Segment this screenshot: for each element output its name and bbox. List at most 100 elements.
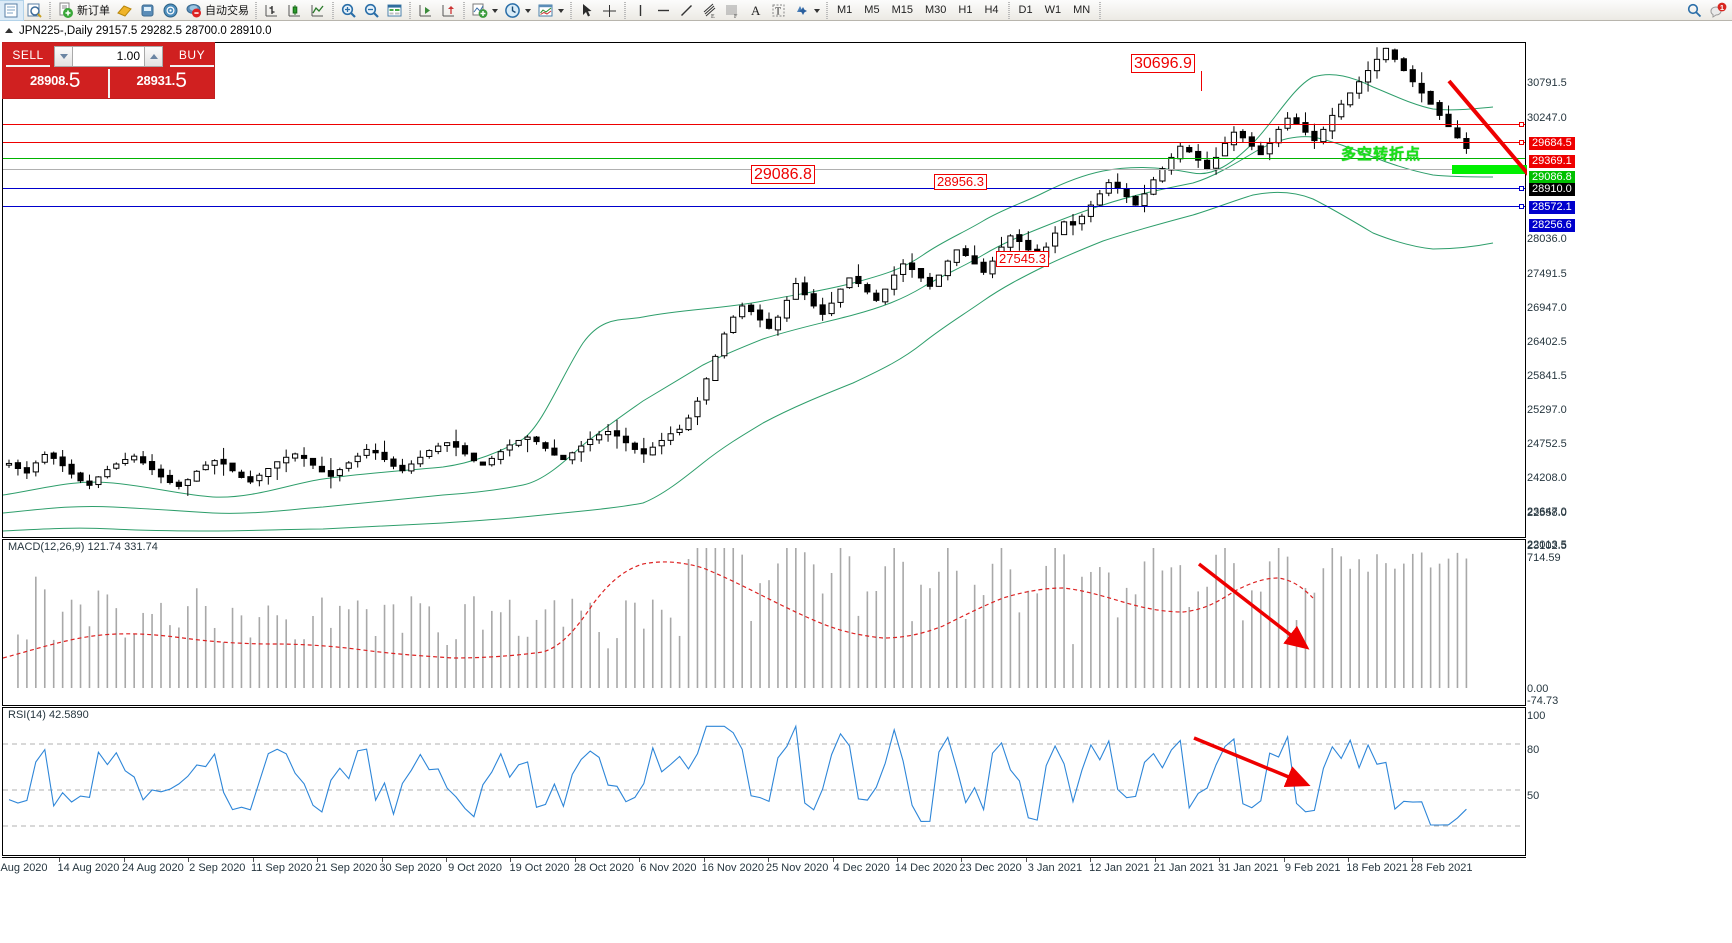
- tab-timeframe-h4[interactable]: H4: [984, 4, 999, 16]
- strategy-tester-button[interactable]: [136, 1, 159, 20]
- tab-timeframe-m1[interactable]: M1: [837, 4, 853, 16]
- templates-button[interactable]: [534, 1, 567, 20]
- price-scale[interactable]: 30791.5 30247.0 29684.5 29369.1 29086.8 …: [1527, 42, 1732, 856]
- shapes-dropdown-caret[interactable]: [813, 2, 820, 19]
- chinese-annotation-text[interactable]: 多空转折点: [1341, 146, 1422, 163]
- support-tag-1[interactable]: 28572.1: [1529, 201, 1575, 214]
- resistance-line-2-handle[interactable]: [1519, 140, 1524, 145]
- zoom-out-button[interactable]: [360, 1, 383, 20]
- periods-button[interactable]: [501, 1, 534, 20]
- templates-dropdown-caret[interactable]: [557, 2, 564, 19]
- shapes-button[interactable]: [790, 1, 823, 20]
- buy-price[interactable]: 28931 . 5: [110, 69, 215, 98]
- support-line-1[interactable]: [3, 188, 1525, 189]
- search-icon: [1686, 2, 1703, 19]
- resistance-tag-2[interactable]: 29369.1: [1529, 155, 1575, 168]
- price-tick: 30791.5: [1527, 77, 1567, 89]
- date-tick: 24 Aug 2020: [121, 862, 184, 874]
- algo-trading-button[interactable]: 自动交易: [182, 1, 252, 20]
- support-line-2-handle[interactable]: [1519, 204, 1524, 209]
- annotation-mid[interactable]: 29086.8: [751, 165, 815, 184]
- signals-button[interactable]: [159, 1, 182, 20]
- tab-timeframe-h1[interactable]: H1: [958, 4, 973, 16]
- price-pane[interactable]: 30696.9 29086.8 28956.3 27545.3 多空转折点: [2, 42, 1666, 538]
- macd-pane[interactable]: MACD(12,26,9) 121.74 331.74: [2, 539, 1526, 706]
- toolbar-separator: [463, 1, 465, 19]
- market-watch-button[interactable]: [0, 0, 24, 21]
- bar-chart-button[interactable]: [260, 1, 283, 20]
- chart-window[interactable]: JPN225-,Daily 29157.5 29282.5 28700.0 28…: [0, 21, 1732, 943]
- tab-timeframe-m5[interactable]: M5: [864, 4, 880, 16]
- support-line-1-handle[interactable]: [1519, 186, 1524, 191]
- bid-line[interactable]: [3, 158, 1525, 159]
- resistance-line-2[interactable]: [3, 142, 1525, 143]
- bid-line-tag[interactable]: 29086.8: [1529, 171, 1575, 184]
- notifications-button[interactable]: 1: [1706, 1, 1732, 20]
- chart-grid-button[interactable]: [383, 1, 406, 20]
- tab-timeframe-d1[interactable]: D1: [1018, 4, 1033, 16]
- horizontal-line-button[interactable]: [652, 1, 675, 20]
- cursor-button[interactable]: [575, 1, 598, 20]
- annotation-low[interactable]: 27545.3: [996, 251, 1049, 267]
- macd-bearish-arrow[interactable]: [1193, 558, 1318, 658]
- auto-scroll-button[interactable]: [414, 1, 437, 20]
- volume-input[interactable]: 1.00: [73, 45, 144, 67]
- annotation-high[interactable]: 30696.9: [1131, 54, 1195, 73]
- date-tick-separator: [188, 858, 190, 862]
- toolbar-separator: [255, 1, 257, 19]
- trendline-icon: [678, 2, 695, 19]
- sell-price[interactable]: 28908 . 5: [3, 69, 110, 98]
- tab-timeframe-m30[interactable]: M30: [924, 4, 947, 16]
- main-toolbar[interactable]: 新订单: [0, 0, 1732, 21]
- resistance-line-1[interactable]: [3, 124, 1525, 125]
- restore-arrow-icon[interactable]: [4, 26, 14, 36]
- date-tick: 9 Feb 2021: [1284, 862, 1341, 874]
- volume-decrease-button[interactable]: [54, 45, 73, 67]
- price-tick: 24752.5: [1527, 438, 1567, 450]
- volume-increase-button[interactable]: [144, 45, 163, 67]
- crosshair-button[interactable]: [598, 1, 621, 20]
- candlestick-chart-button[interactable]: [283, 1, 306, 20]
- periods-dropdown-caret[interactable]: [524, 2, 531, 19]
- price-tick: 24208.0: [1527, 472, 1567, 484]
- toolbar-separator: [332, 1, 334, 19]
- tab-timeframe-w1[interactable]: W1: [1044, 4, 1062, 16]
- date-tick-separator: [1025, 858, 1027, 862]
- text-button[interactable]: A: [744, 1, 767, 20]
- data-window-button[interactable]: [23, 1, 46, 20]
- fibonacci-button[interactable]: F: [721, 1, 744, 20]
- tab-timeframe-m15[interactable]: M15: [891, 4, 913, 16]
- resistance-tag-1[interactable]: 29684.5: [1529, 137, 1575, 150]
- candlestick-series: [5, 47, 1470, 496]
- new-order-button[interactable]: 新订单: [54, 1, 113, 20]
- new-order-icon: [57, 2, 74, 19]
- line-chart-button[interactable]: [306, 1, 329, 20]
- macd-chart-svg: [3, 548, 1468, 688]
- equidistant-channel-button[interactable]: E: [698, 1, 721, 20]
- indicators-button[interactable]: [468, 1, 501, 20]
- rsi-bearish-arrow[interactable]: [1188, 732, 1318, 792]
- support-line-2[interactable]: [3, 206, 1525, 207]
- macd-tick: -74.73: [1527, 695, 1559, 707]
- indicators-dropdown-caret[interactable]: [491, 2, 498, 19]
- sell-button[interactable]: SELL: [6, 45, 50, 67]
- metaeditor-button[interactable]: [113, 1, 136, 20]
- cursor-icon: [578, 2, 595, 19]
- price-tick: 22558.0: [1527, 507, 1567, 519]
- zoom-in-button[interactable]: [337, 1, 360, 20]
- resistance-line-1-handle[interactable]: [1519, 122, 1524, 127]
- rsi-pane[interactable]: RSI(14) 42.5890: [2, 707, 1526, 856]
- volume-stepper[interactable]: 1.00: [54, 45, 163, 67]
- one-click-trade-panel[interactable]: SELL 1.00 BUY 28908 . 5 28931 . 5: [2, 42, 215, 99]
- vertical-line-button[interactable]: [629, 1, 652, 20]
- buy-button[interactable]: BUY: [170, 45, 214, 67]
- tab-timeframe-mn[interactable]: MN: [1073, 4, 1091, 16]
- text-label-button[interactable]: T: [767, 1, 790, 20]
- date-scale[interactable]: Aug 2020 14 Aug 2020 24 Aug 2020 2 Sep 2020…: [0, 857, 1526, 879]
- indicators-icon: [471, 2, 488, 19]
- chart-shift-button[interactable]: [437, 1, 460, 20]
- annotation-pivot[interactable]: 28956.3: [934, 174, 987, 190]
- trendline-button[interactable]: [675, 1, 698, 20]
- support-tag-2[interactable]: 28256.6: [1529, 219, 1575, 232]
- search-button[interactable]: [1683, 1, 1706, 20]
